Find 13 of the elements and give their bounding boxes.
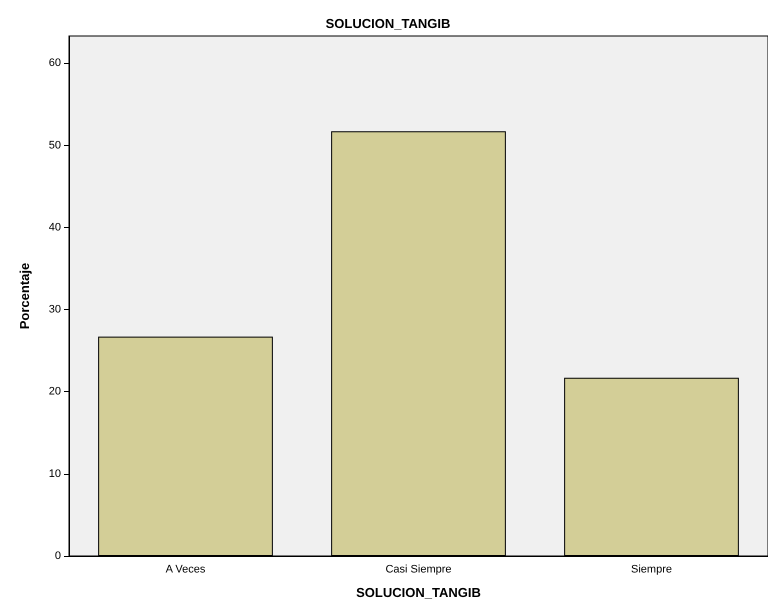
y-tick-label: 30 bbox=[48, 304, 61, 316]
y-tick-label: 50 bbox=[48, 139, 61, 152]
chart-title: SOLUCION_TANGIB bbox=[326, 16, 450, 31]
x-tick-label: A Veces bbox=[166, 564, 206, 576]
y-tick-label: 20 bbox=[48, 386, 61, 398]
y-axis-title: Porcentaje bbox=[17, 262, 32, 330]
y-tick-label: 60 bbox=[48, 57, 61, 70]
y-tick-label: 40 bbox=[48, 221, 61, 234]
x-tick-label: Siempre bbox=[631, 564, 672, 576]
y-tick-label: 0 bbox=[54, 550, 61, 562]
x-axis-title: SOLUCION_TANGIB bbox=[356, 585, 481, 600]
x-tick-label: Casi Siempre bbox=[385, 564, 452, 576]
y-tick-label: 10 bbox=[48, 468, 61, 480]
